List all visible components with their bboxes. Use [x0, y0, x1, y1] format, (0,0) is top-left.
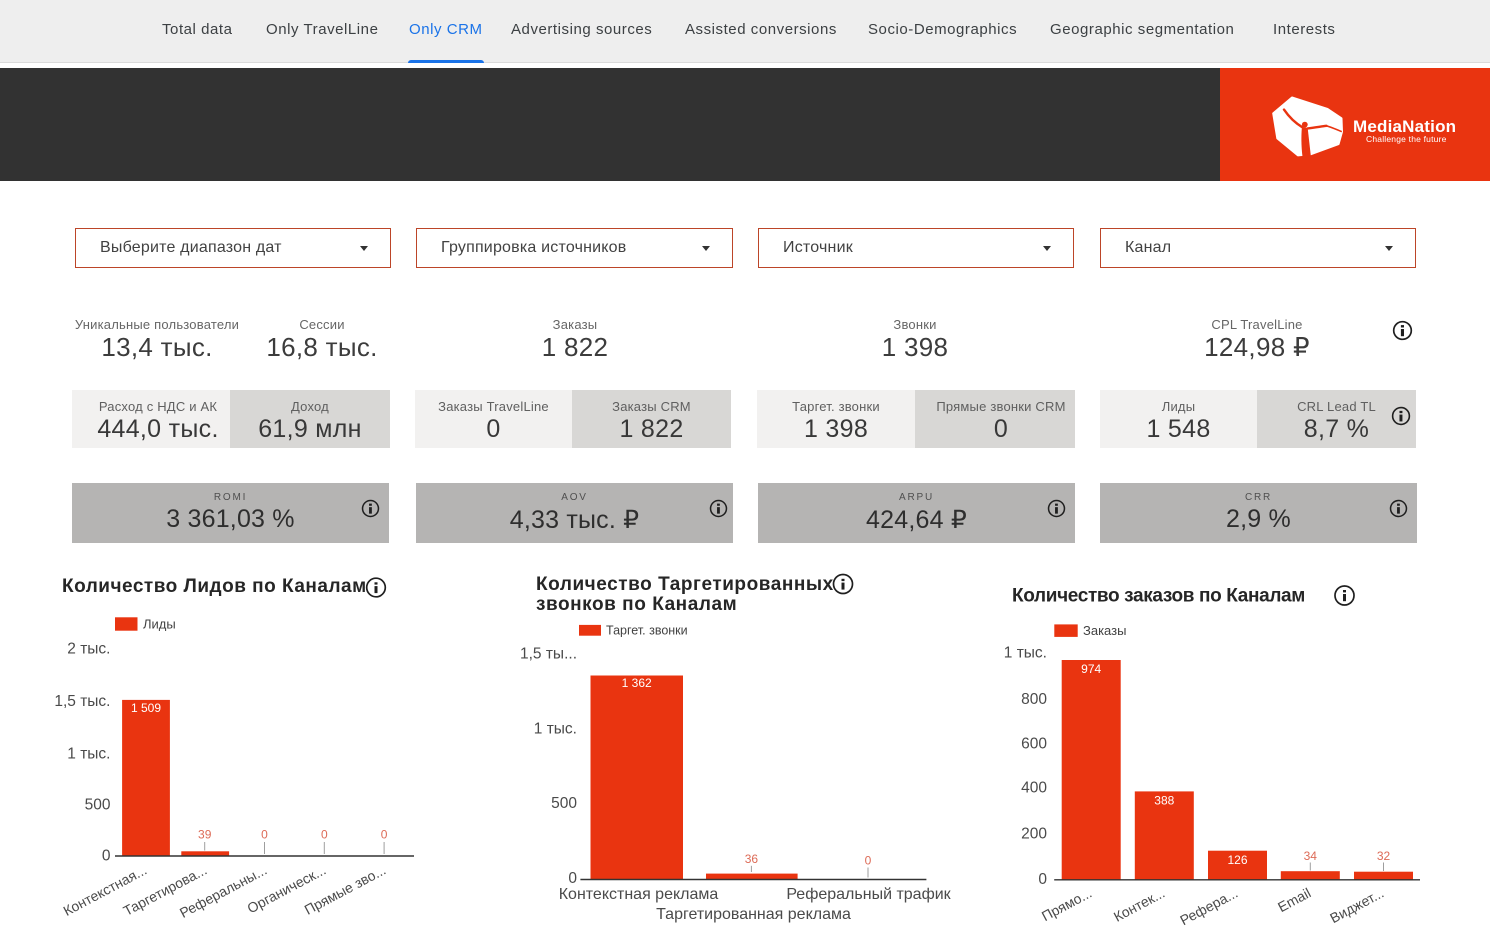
svg-text:2 тыс.: 2 тыс. [67, 641, 110, 658]
svg-text:Контек...: Контек... [1111, 885, 1168, 925]
svg-text:Реферальный трафик: Реферальный трафик [786, 886, 951, 903]
svg-text:0: 0 [568, 870, 577, 887]
svg-text:1 509: 1 509 [131, 701, 161, 715]
svg-text:0: 0 [381, 828, 388, 842]
svg-text:Заказы: Заказы [1083, 623, 1126, 638]
svg-text:Прямо...: Прямо... [1039, 885, 1095, 925]
svg-text:Количество Лидов по Каналам: Количество Лидов по Каналам [62, 576, 367, 597]
svg-text:1,5 ты...: 1,5 ты... [520, 646, 577, 663]
svg-text:200: 200 [1021, 826, 1047, 843]
svg-text:126: 126 [1227, 853, 1247, 867]
svg-text:Лиды: Лиды [143, 617, 176, 632]
svg-text:1 тыс.: 1 тыс. [534, 721, 577, 738]
svg-text:1 тыс.: 1 тыс. [67, 746, 110, 763]
svg-text:Таргетированная реклама: Таргетированная реклама [656, 906, 851, 923]
svg-text:388: 388 [1154, 794, 1174, 808]
svg-text:0: 0 [102, 848, 111, 865]
svg-text:Контекстная реклама: Контекстная реклама [559, 886, 719, 903]
svg-text:0: 0 [321, 828, 328, 842]
svg-text:500: 500 [551, 795, 577, 812]
svg-text:600: 600 [1021, 735, 1047, 752]
svg-text:Количество Таргетированных: Количество Таргетированных [536, 574, 834, 595]
svg-text:звонков по Каналам: звонков по Каналам [536, 594, 737, 615]
svg-text:34: 34 [1304, 849, 1318, 863]
svg-text:1,5 тыс.: 1,5 тыс. [54, 693, 110, 710]
svg-text:Рефера...: Рефера... [1177, 885, 1240, 929]
svg-text:Количество заказов по Каналам: Количество заказов по Каналам [1012, 586, 1305, 607]
svg-text:Виджет...: Виджет... [1327, 885, 1386, 927]
svg-text:32: 32 [1377, 849, 1391, 863]
svg-text:500: 500 [85, 797, 111, 814]
svg-text:0: 0 [1038, 871, 1047, 888]
svg-text:Email: Email [1275, 885, 1313, 916]
svg-text:36: 36 [745, 852, 759, 866]
svg-text:1 362: 1 362 [622, 676, 652, 690]
svg-text:400: 400 [1021, 780, 1047, 797]
svg-text:Таргет. звонки: Таргет. звонки [606, 624, 688, 638]
svg-text:0: 0 [261, 828, 268, 842]
svg-text:1 тыс.: 1 тыс. [1004, 645, 1047, 662]
svg-text:800: 800 [1021, 691, 1047, 708]
svg-text:974: 974 [1081, 662, 1101, 676]
svg-text:0: 0 [865, 854, 872, 868]
svg-text:39: 39 [198, 828, 212, 842]
